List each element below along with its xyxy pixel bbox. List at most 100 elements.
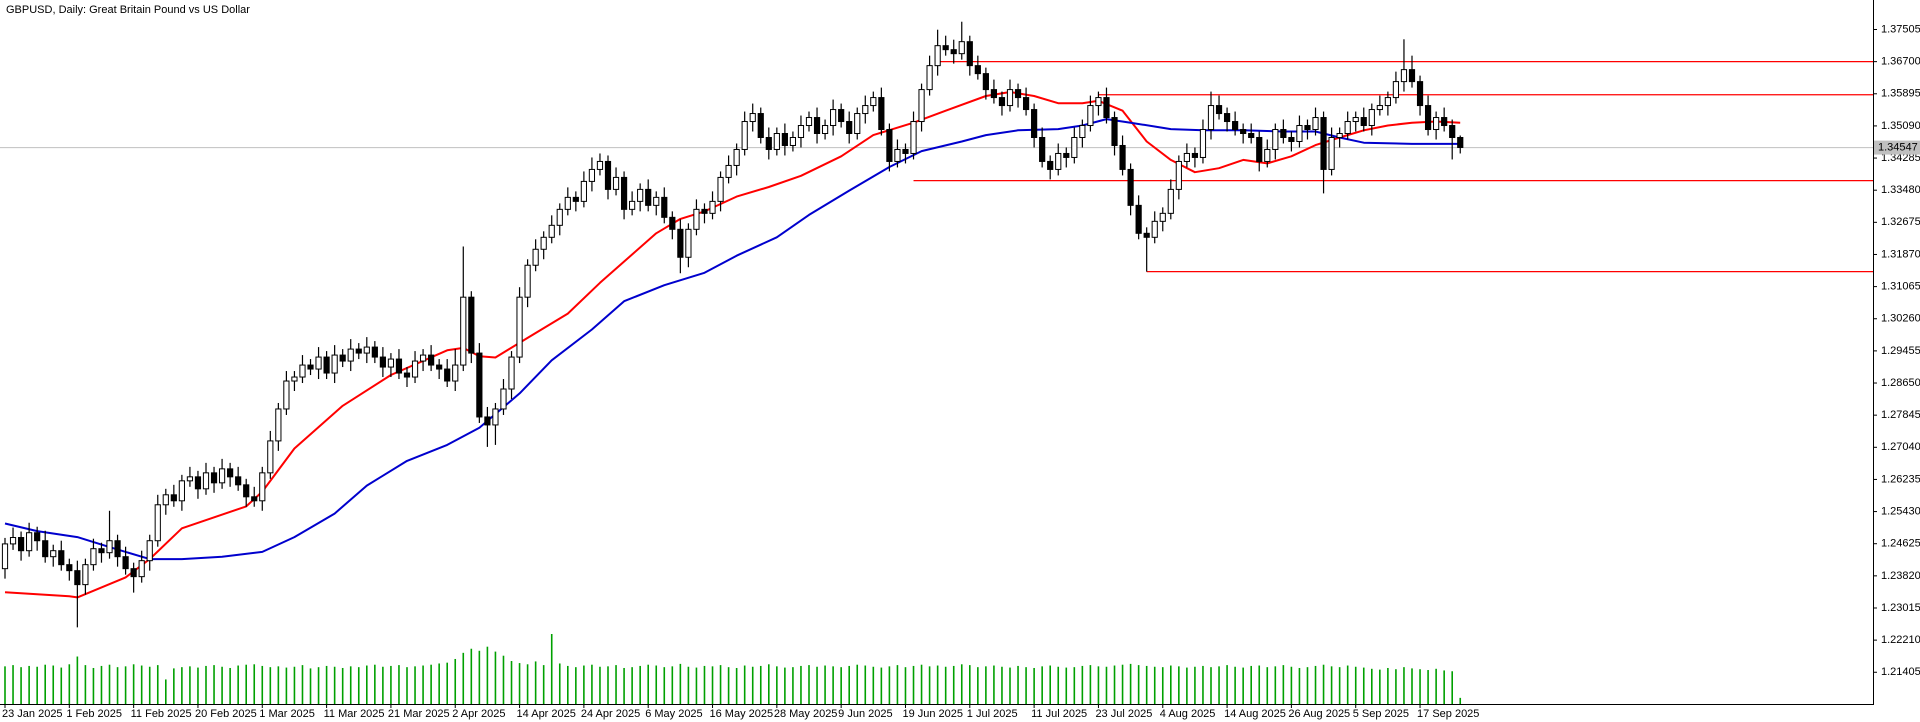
candle-body: [1087, 105, 1094, 127]
candle-body: [1441, 117, 1448, 127]
candle-body: [1312, 117, 1319, 131]
y-tick-label: 1.21405: [1881, 666, 1920, 678]
y-tick-label: 1.33480: [1881, 184, 1920, 196]
y-tick-label: 1.31870: [1881, 248, 1920, 260]
candle-body: [838, 109, 845, 123]
candle-body: [1392, 81, 1400, 99]
y-tick-label: 1.35090: [1881, 120, 1920, 132]
candle-body: [910, 121, 917, 154]
candle-body: [387, 358, 395, 368]
candle-body: [1336, 133, 1343, 138]
candle-body: [1135, 204, 1142, 234]
candle-body: [218, 468, 226, 484]
candle-body: [484, 416, 491, 426]
candle-body: [186, 476, 194, 482]
x-tick-label: 14 Apr 2025: [517, 708, 576, 720]
candle-body: [1143, 232, 1150, 238]
candle-body: [1215, 105, 1223, 115]
candle-body: [1256, 136, 1263, 162]
candle-body: [548, 224, 555, 238]
candle-body: [1095, 97, 1102, 107]
y-tick-label: 1.26235: [1881, 473, 1920, 485]
candle-body: [781, 133, 788, 146]
candle-body: [1457, 136, 1464, 148]
candle-body: [693, 208, 700, 230]
candle-body: [966, 41, 973, 67]
candle-body: [1071, 136, 1078, 158]
candle-body: [741, 121, 748, 150]
candle-body: [524, 264, 531, 298]
candle-body: [645, 188, 652, 206]
candle-body: [580, 180, 587, 202]
candle-body: [1328, 136, 1335, 170]
candle-body: [154, 504, 161, 542]
candle-body: [1111, 117, 1118, 146]
x-tick-label: 23 Jul 2025: [1095, 708, 1152, 720]
y-tick-label: 1.32675: [1881, 216, 1920, 228]
candle-body: [813, 117, 821, 135]
y-tick-label: 1.23820: [1881, 570, 1920, 582]
candle-body: [259, 472, 266, 502]
candle-body: [1344, 121, 1351, 135]
candle-body: [805, 117, 813, 127]
candle-body: [1175, 160, 1182, 190]
candle-body: [291, 376, 298, 382]
candle-body: [1320, 117, 1327, 170]
candle-body: [1433, 117, 1440, 131]
candle-body: [540, 236, 547, 250]
candle-body: [1183, 152, 1190, 162]
candle-body: [950, 49, 957, 55]
candle-body: [428, 354, 435, 366]
candle-body: [1159, 212, 1166, 222]
candle-body: [1, 543, 9, 570]
x-tick-label: 6 May 2025: [645, 708, 702, 720]
candle-body: [202, 472, 210, 490]
candle-body: [620, 176, 628, 210]
candle-body: [765, 136, 772, 150]
candle-body: [757, 113, 764, 138]
candle-body: [934, 45, 941, 67]
candle-body: [749, 113, 756, 123]
candle-body: [1014, 89, 1022, 99]
candle-body: [1031, 109, 1038, 138]
candle-body: [436, 364, 443, 370]
candle-body: [1280, 129, 1287, 138]
x-tick-label: 14 Aug 2025: [1224, 708, 1286, 720]
last-price-tag: [1874, 140, 1920, 155]
candle-body: [1288, 136, 1295, 142]
candle-body: [355, 348, 362, 354]
x-tick-label: 20 Feb 2025: [195, 708, 257, 720]
candle-body: [870, 97, 877, 107]
x-tick-label: 16 May 2025: [710, 708, 774, 720]
candle-body: [26, 532, 33, 552]
y-tick-label: 1.31065: [1881, 281, 1920, 293]
candle-body: [58, 550, 65, 566]
y-tick-label: 1.30260: [1881, 313, 1920, 325]
moving-average: [4, 118, 1461, 561]
candle-body: [315, 356, 322, 370]
candle-body: [902, 148, 909, 154]
candle-body: [821, 125, 829, 135]
candle-body: [588, 168, 596, 182]
x-tick-label: 1 Mar 2025: [259, 708, 315, 720]
x-tick-label: 19 Jun 2025: [902, 708, 963, 720]
candle-body: [701, 208, 708, 214]
candle-body: [982, 73, 989, 91]
candle-body: [275, 408, 282, 442]
x-tick-label: 21 Mar 2025: [388, 708, 450, 720]
candle-body: [1416, 81, 1424, 107]
candle-body: [138, 560, 145, 578]
candle-body: [403, 372, 411, 378]
candle-body: [1424, 105, 1432, 131]
candle-body: [50, 550, 57, 558]
y-tick-label: 1.35895: [1881, 88, 1920, 100]
candle-body: [251, 496, 258, 502]
candle-body: [371, 346, 378, 358]
candle-body: [227, 468, 234, 478]
candle-body: [90, 548, 97, 566]
candle-body: [1296, 125, 1303, 142]
candle-body: [1191, 152, 1199, 158]
candle-body: [17, 537, 25, 552]
x-tick-label: 11 Feb 2025: [131, 708, 192, 720]
